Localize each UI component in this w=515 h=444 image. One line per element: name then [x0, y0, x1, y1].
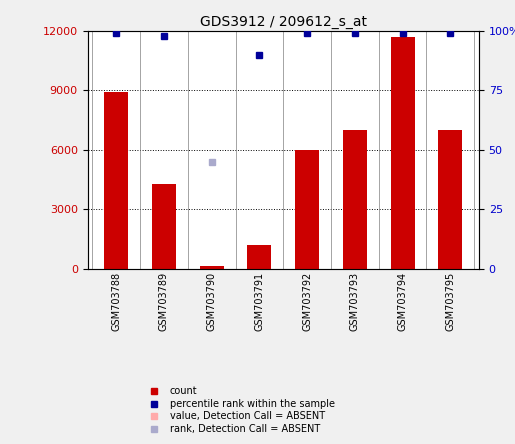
- Bar: [343, 130, 367, 269]
- Bar: [104, 92, 128, 269]
- Bar: [295, 150, 319, 269]
- Bar: [152, 183, 176, 269]
- Bar: [391, 37, 415, 269]
- Bar: [438, 130, 462, 269]
- Text: value, Detection Call = ABSENT: value, Detection Call = ABSENT: [170, 411, 325, 421]
- Text: percentile rank within the sample: percentile rank within the sample: [170, 399, 335, 408]
- Title: GDS3912 / 209612_s_at: GDS3912 / 209612_s_at: [200, 15, 367, 29]
- Text: count: count: [170, 385, 197, 396]
- Bar: [200, 266, 224, 269]
- Text: rank, Detection Call = ABSENT: rank, Detection Call = ABSENT: [170, 424, 320, 434]
- Bar: [247, 245, 271, 269]
